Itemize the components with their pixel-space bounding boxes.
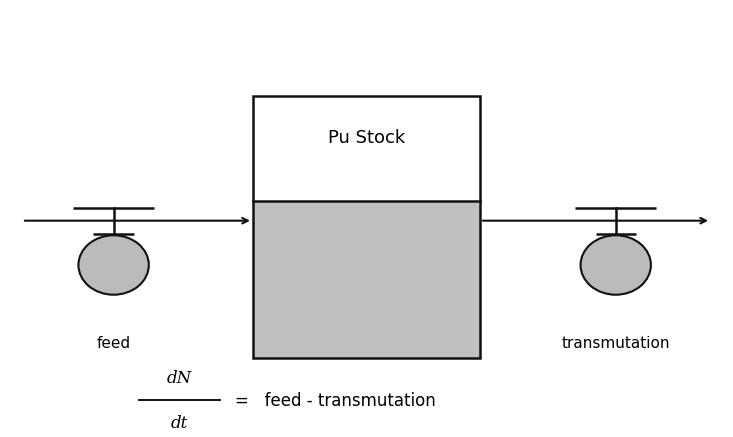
Text: feed: feed: [97, 336, 130, 350]
Text: transmutation: transmutation: [561, 336, 670, 350]
Text: =   feed - transmutation: = feed - transmutation: [235, 392, 435, 410]
Text: Pu Stock: Pu Stock: [328, 128, 405, 147]
Ellipse shape: [581, 235, 651, 295]
Bar: [253, 96, 480, 358]
Ellipse shape: [78, 235, 149, 295]
Text: dt: dt: [171, 415, 188, 432]
Bar: [253, 96, 480, 201]
Text: dN: dN: [167, 370, 192, 387]
Bar: [253, 201, 480, 358]
